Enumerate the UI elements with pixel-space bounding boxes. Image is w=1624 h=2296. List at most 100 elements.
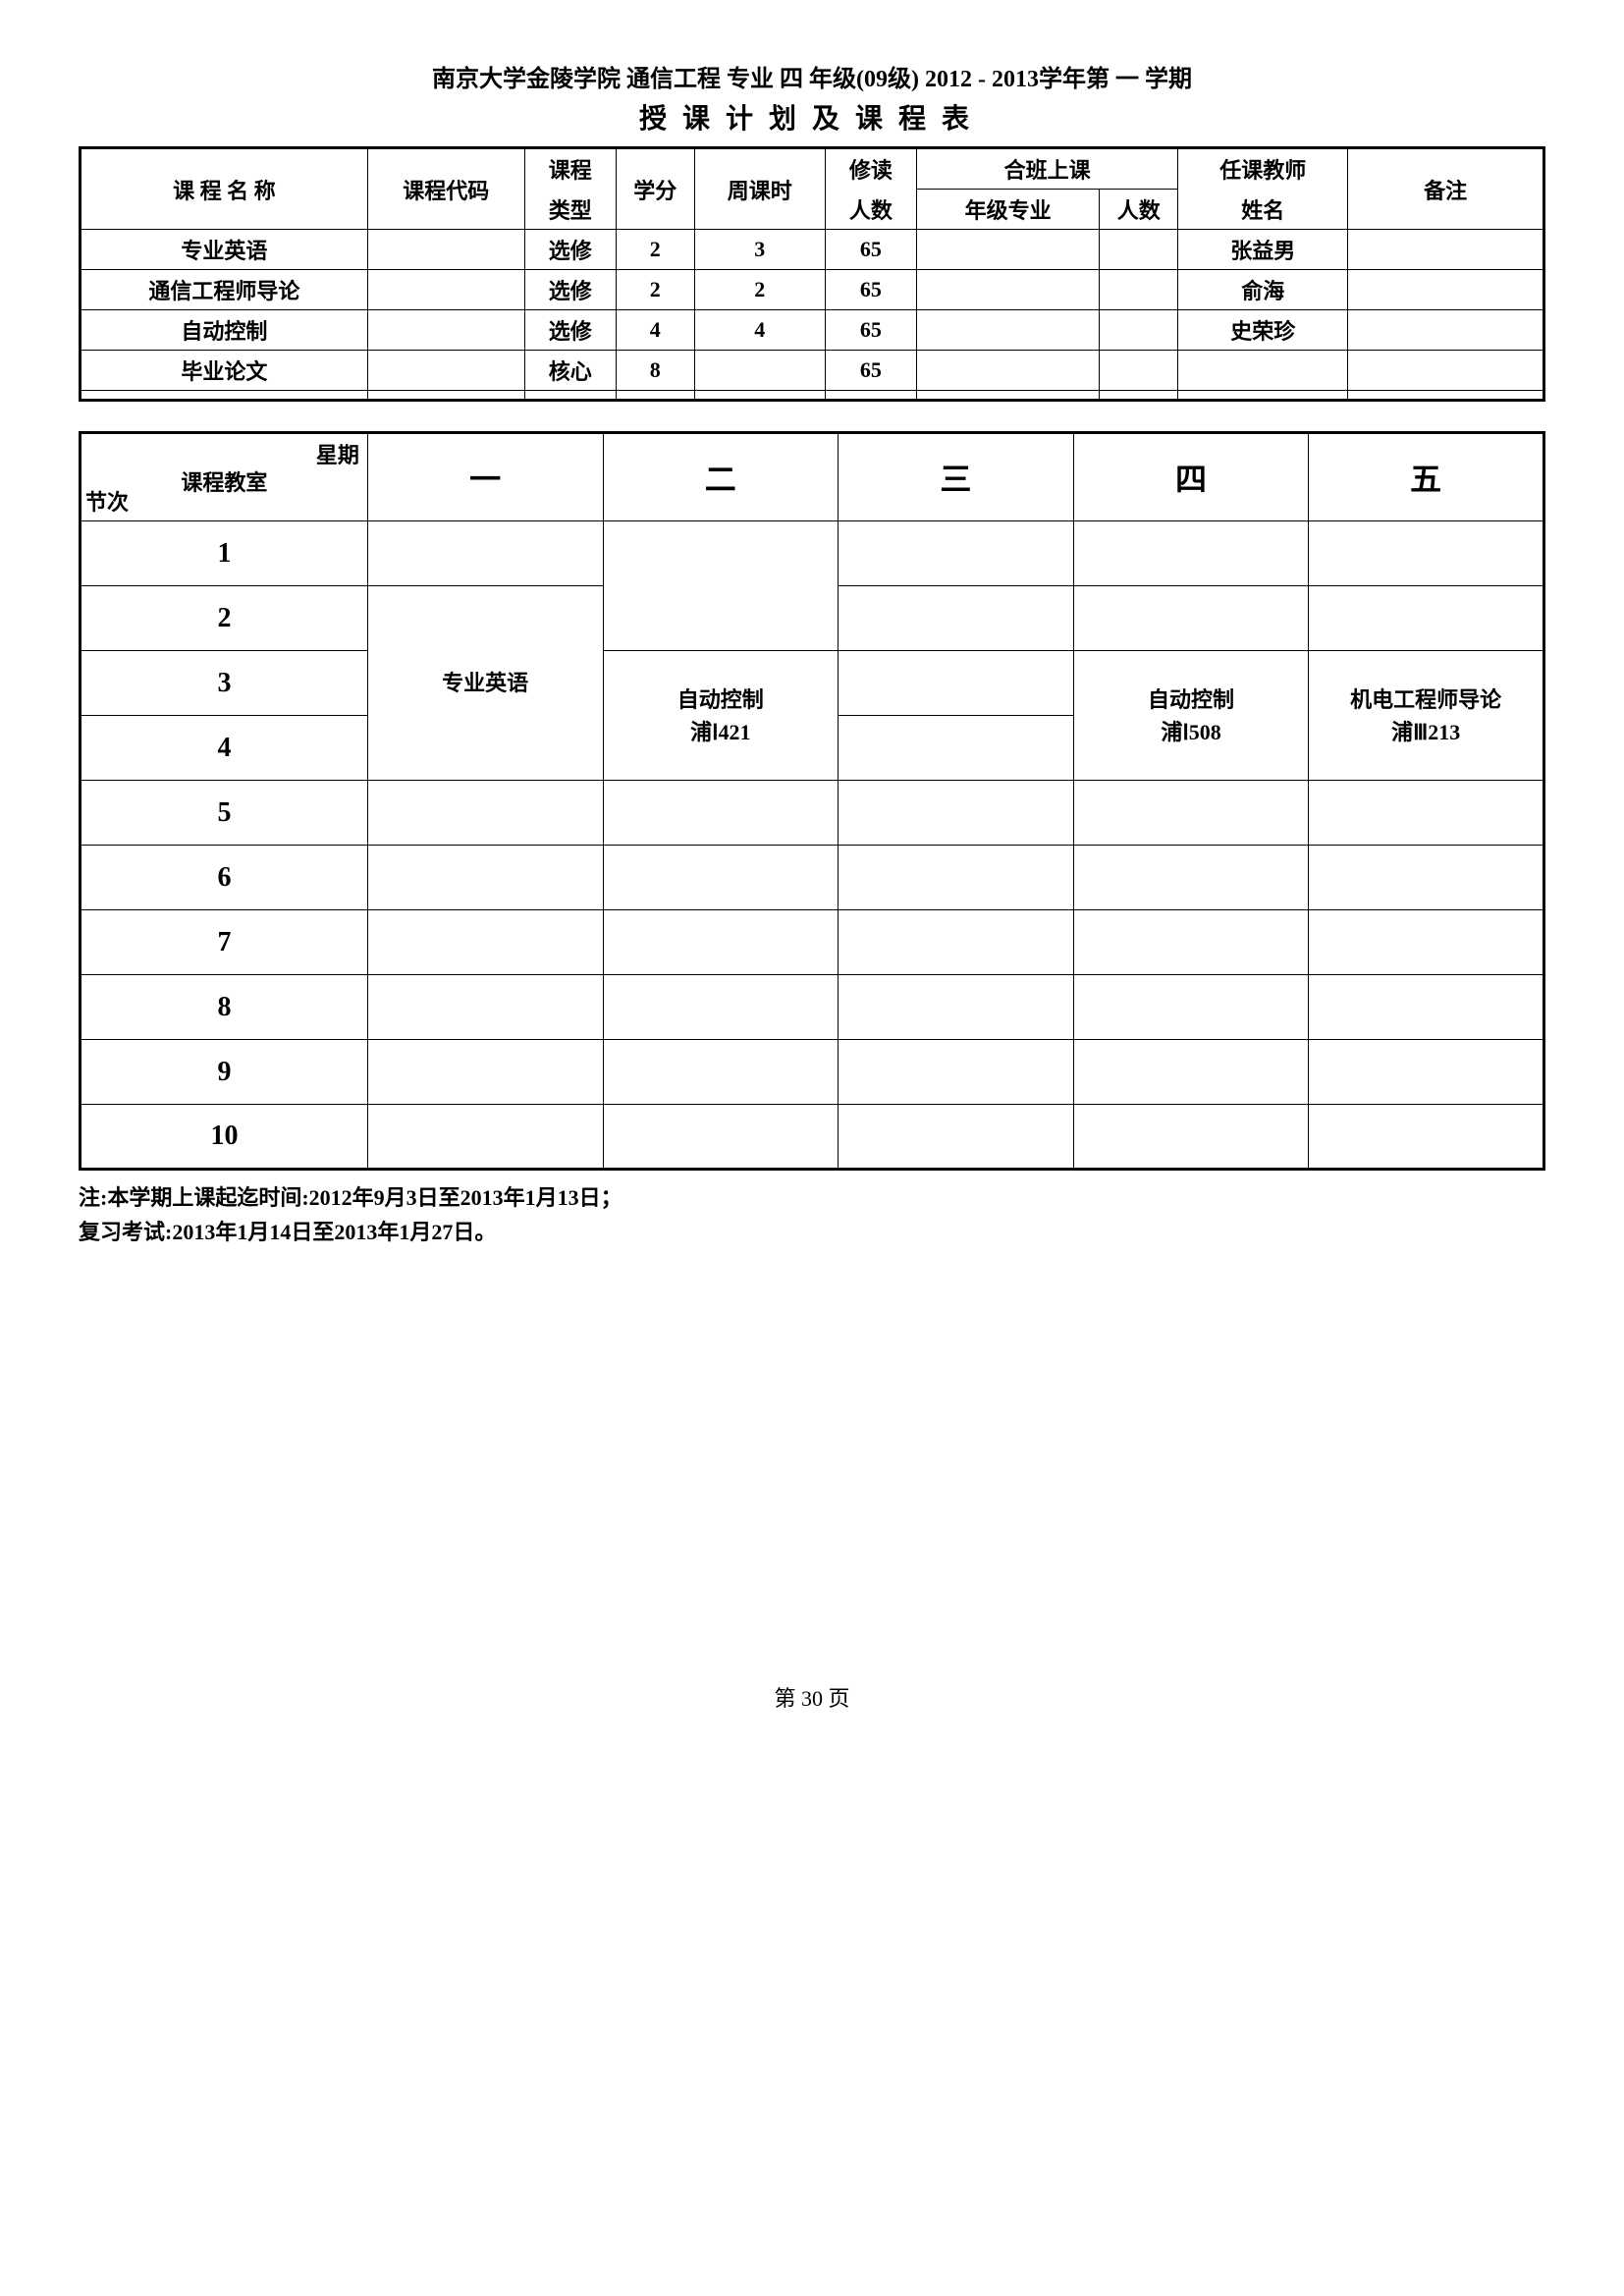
- cell-count: [1100, 270, 1178, 310]
- cell-note: [1348, 270, 1544, 310]
- cell-code: [367, 351, 524, 391]
- schedule-table: 星期 课程教室 节次 一 二 三 四 五 1 2 专业英语 3: [79, 431, 1545, 1171]
- cell-credit: 2: [616, 230, 694, 270]
- page-title: 南京大学金陵学院 通信工程 专业 四 年级(09级) 2012 - 2013学年…: [79, 59, 1545, 93]
- cell-code: [367, 230, 524, 270]
- note-line-2: 复习考试:2013年1月14日至2013年1月27日。: [79, 1215, 1545, 1249]
- th-course-name: 课 程 名 称: [81, 148, 368, 230]
- period-7: 7: [81, 910, 368, 975]
- slot-mon-7: [367, 910, 603, 975]
- slot-mon-6: [367, 846, 603, 910]
- cell-name: 通信工程师导论: [81, 270, 368, 310]
- slot-line2: 浦Ⅰ508: [1074, 716, 1309, 748]
- slot-wed-1: [839, 521, 1074, 586]
- period-3: 3: [81, 651, 368, 716]
- slot-tue-7: [603, 910, 839, 975]
- slot-line1: 自动控制: [1074, 683, 1309, 716]
- cell-count: [1100, 310, 1178, 351]
- period-4: 4: [81, 716, 368, 781]
- cell-teacher: 俞海: [1178, 270, 1348, 310]
- cell-enroll: [825, 391, 916, 401]
- slot-wed-10: [839, 1105, 1074, 1170]
- slot-mon-10: [367, 1105, 603, 1170]
- cell-hours: 4: [694, 310, 825, 351]
- cell-code: [367, 270, 524, 310]
- slot-thu-5: [1073, 781, 1309, 846]
- page-subtitle: 授课计划及课程表: [79, 97, 1545, 137]
- cell-name: [81, 391, 368, 401]
- cell-type: 选修: [524, 310, 616, 351]
- slot-mon-1: [367, 521, 603, 586]
- cell-credit: 8: [616, 351, 694, 391]
- notes-block: 注:本学期上课起迄时间:2012年9月3日至2013年1月13日； 复习考试:2…: [79, 1180, 1545, 1249]
- slot-mon-2-4: 专业英语: [367, 586, 603, 781]
- cell-teacher: 张益男: [1178, 230, 1348, 270]
- slot-thu-1: [1073, 521, 1309, 586]
- corner-top-label: 星期: [316, 438, 359, 469]
- cell-hours: 2: [694, 270, 825, 310]
- day-header-thu: 四: [1073, 433, 1309, 521]
- cell-count: [1100, 351, 1178, 391]
- cell-note: [1348, 351, 1544, 391]
- course-table-body: 专业英语 选修 2 3 65 张益男 通信工程师导论 选修 2 2 65 俞海 …: [81, 230, 1544, 401]
- cell-note: [1348, 230, 1544, 270]
- slot-fri-6: [1309, 846, 1544, 910]
- cell-note: [1348, 310, 1544, 351]
- day-header-wed: 三: [839, 433, 1074, 521]
- period-2: 2: [81, 586, 368, 651]
- slot-mon-8: [367, 975, 603, 1040]
- table-row: 专业英语 选修 2 3 65 张益男: [81, 230, 1544, 270]
- th-course-type-l2: 类型: [524, 190, 616, 230]
- th-teacher-l2: 姓名: [1178, 190, 1348, 230]
- slot-line2: 浦Ⅰ421: [604, 716, 839, 748]
- slot-thu-6: [1073, 846, 1309, 910]
- cell-enroll: 65: [825, 310, 916, 351]
- slot-tue-8: [603, 975, 839, 1040]
- slot-thu-10: [1073, 1105, 1309, 1170]
- cell-count: [1100, 230, 1178, 270]
- cell-enroll: 65: [825, 270, 916, 310]
- cell-teacher: 史荣珍: [1178, 310, 1348, 351]
- period-9: 9: [81, 1040, 368, 1105]
- table-row: 自动控制 选修 4 4 65 史荣珍: [81, 310, 1544, 351]
- slot-tue-3-4: 自动控制 浦Ⅰ421: [603, 651, 839, 781]
- cell-hours: [694, 391, 825, 401]
- corner-bot-label: 节次: [85, 485, 129, 517]
- slot-tue-6: [603, 846, 839, 910]
- slot-tue-9: [603, 1040, 839, 1105]
- cell-enroll: 65: [825, 351, 916, 391]
- slot-fri-10: [1309, 1105, 1544, 1170]
- slot-wed-7: [839, 910, 1074, 975]
- th-grade: 年级专业: [917, 190, 1100, 230]
- cell-credit: [616, 391, 694, 401]
- slot-thu-2: [1073, 586, 1309, 651]
- th-count: 人数: [1100, 190, 1178, 230]
- table-row: 毕业论文 核心 8 65: [81, 351, 1544, 391]
- slot-line1: 自动控制: [604, 683, 839, 716]
- slot-fri-5: [1309, 781, 1544, 846]
- course-plan-table: 课 程 名 称 课程代码 课程 学分 周课时 修读 合班上课 任课教师 备注 类…: [79, 146, 1545, 402]
- note-line-1: 注:本学期上课起迄时间:2012年9月3日至2013年1月13日；: [79, 1180, 1545, 1215]
- cell-enroll: 65: [825, 230, 916, 270]
- cell-grade: [917, 391, 1100, 401]
- cell-hours: [694, 351, 825, 391]
- slot-thu-9: [1073, 1040, 1309, 1105]
- table-row: 通信工程师导论 选修 2 2 65 俞海: [81, 270, 1544, 310]
- cell-grade: [917, 351, 1100, 391]
- cell-hours: 3: [694, 230, 825, 270]
- cell-name: 自动控制: [81, 310, 368, 351]
- cell-type: 选修: [524, 270, 616, 310]
- slot-fri-2: [1309, 586, 1544, 651]
- slot-thu-8: [1073, 975, 1309, 1040]
- cell-teacher: [1178, 391, 1348, 401]
- slot-wed-5: [839, 781, 1074, 846]
- slot-fri-7: [1309, 910, 1544, 975]
- cell-type: 选修: [524, 230, 616, 270]
- th-hours: 周课时: [694, 148, 825, 230]
- cell-type: [524, 391, 616, 401]
- slot-mon-9: [367, 1040, 603, 1105]
- cell-teacher: [1178, 351, 1348, 391]
- th-course-code: 课程代码: [367, 148, 524, 230]
- day-header-mon: 一: [367, 433, 603, 521]
- th-combined: 合班上课: [917, 148, 1178, 190]
